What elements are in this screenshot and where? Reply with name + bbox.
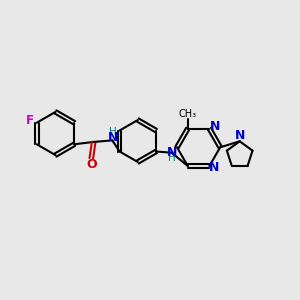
Text: N: N <box>167 146 177 159</box>
Text: N: N <box>108 131 118 144</box>
Text: F: F <box>26 114 34 127</box>
Text: CH₃: CH₃ <box>179 109 197 119</box>
Text: N: N <box>235 129 245 142</box>
Text: O: O <box>86 158 97 172</box>
Text: N: N <box>210 120 220 133</box>
Text: N: N <box>209 161 219 174</box>
Text: H: H <box>109 127 117 137</box>
Text: H: H <box>168 153 176 163</box>
